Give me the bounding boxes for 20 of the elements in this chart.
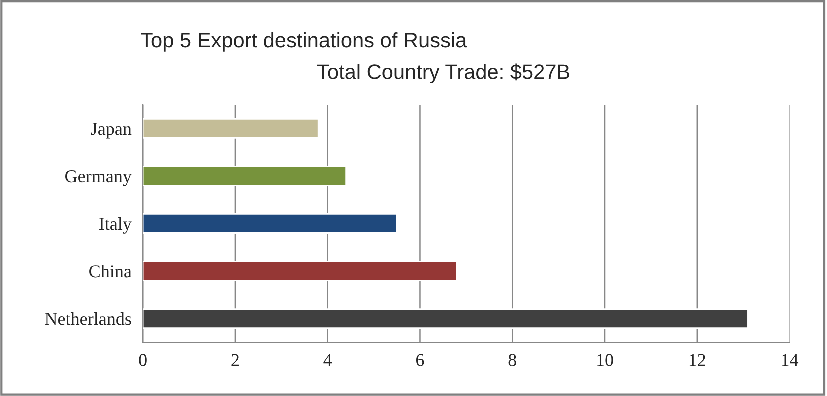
x-tick-label: 12 [690,354,706,366]
x-tick-label: 2 [232,354,239,366]
bar [143,214,398,234]
y-tick-label: Germany [66,170,132,186]
x-tick-label: 0 [139,354,147,366]
x-tick-label: 8 [508,354,516,366]
y-tick-label: Italy [100,217,132,234]
chart-subtitle: Total Country Trade: $527B [318,64,570,84]
x-tick-label: 14 [782,354,799,366]
y-tick-label: Netherlands [45,312,132,326]
bar [143,118,320,139]
x-tick-label: 10 [598,354,614,366]
x-tick-label: 4 [324,354,332,366]
bar [143,308,749,329]
bar [143,261,458,282]
x-tick-label: 6 [416,354,424,366]
y-tick-label: Japan [91,123,132,139]
y-tick-label: China [90,264,132,278]
bar [143,166,348,186]
chart-title: Top 5 Export destinations of Russia [141,32,468,52]
